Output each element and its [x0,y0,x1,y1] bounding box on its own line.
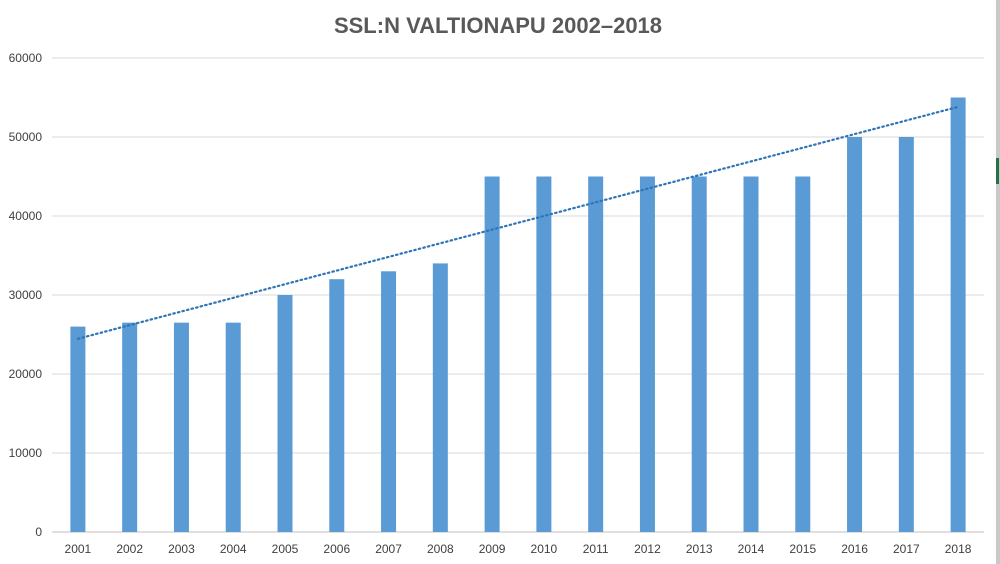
x-tick-label: 2012 [634,542,661,556]
bar-2018 [950,97,966,532]
x-tick-label: 2015 [789,542,816,556]
x-tick-label: 2003 [168,542,195,556]
bar-2013 [691,176,707,532]
trendline [76,105,960,340]
bar-2006 [329,279,345,532]
bar-2002 [122,322,138,532]
y-tick-label: 50000 [9,130,43,144]
y-tick-label: 30000 [9,288,43,302]
bar-2001 [70,326,86,532]
bar-2007 [381,271,397,532]
bar-2016 [847,137,863,532]
bar-2017 [898,137,914,532]
x-tick-label: 2011 [583,542,609,556]
gridlines [52,57,984,533]
x-tick-label: 2016 [841,542,868,556]
x-tick-label: 2013 [686,542,713,556]
bar-2009 [484,176,500,532]
bar-2005 [277,295,293,532]
x-tick-label: 2006 [323,542,350,556]
x-tick-label: 2008 [427,542,454,556]
bar-2004 [225,322,241,532]
y-axis-ticks: 0 10000 20000 30000 40000 50000 60000 [9,51,43,539]
bars [70,97,966,532]
bar-2010 [536,176,552,532]
x-tick-label: 2014 [738,542,765,556]
x-tick-label: 2005 [272,542,299,556]
x-tick-label: 2002 [116,542,143,556]
bar-2012 [639,176,655,532]
y-tick-label: 20000 [9,367,43,381]
x-tick-label: 2009 [479,542,506,556]
y-tick-label: 40000 [9,209,43,223]
bar-2008 [432,263,448,532]
x-axis-ticks: 2001 2002 2003 2004 2005 2006 2007 2008 2009 2010… [65,542,972,556]
x-tick-label: 2010 [531,542,558,556]
bar-2011 [588,176,604,532]
x-tick-label: 2018 [945,542,972,556]
x-tick-label: 2017 [893,542,920,556]
y-tick-label: 10000 [9,446,43,460]
y-tick-label: 60000 [9,51,43,65]
bar-2014 [743,176,759,532]
x-tick-label: 2004 [220,542,247,556]
bar-2003 [173,322,189,532]
y-tick-label: 0 [35,525,42,539]
x-tick-label: 2007 [375,542,402,556]
trendline-path [76,105,960,340]
chart-title: SSL:N VALTIONAPU 2002–2018 [334,13,662,38]
sheet-marker [996,158,999,184]
x-tick-label: 2001 [65,542,92,556]
bar-2015 [795,176,811,532]
window-edge [996,0,1000,564]
